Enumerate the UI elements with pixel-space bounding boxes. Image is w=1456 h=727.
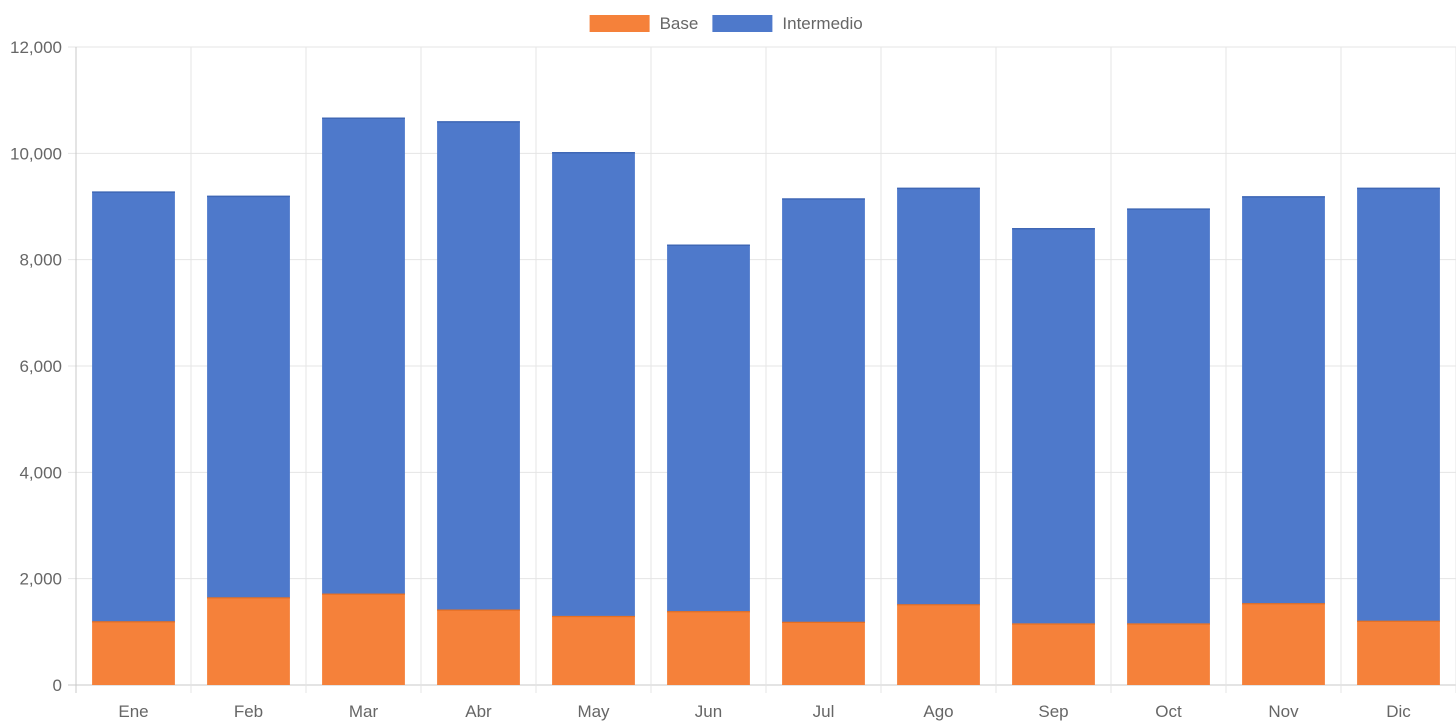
- x-tick-label: Jul: [813, 702, 835, 721]
- bar-base-jul[interactable]: [782, 621, 865, 685]
- legend-swatch-base[interactable]: [589, 15, 650, 32]
- legend-label-intermedio[interactable]: Intermedio: [782, 14, 862, 33]
- bar-base-abr[interactable]: [437, 609, 520, 685]
- bar-base-nov[interactable]: [1242, 603, 1325, 685]
- y-tick-label: 4,000: [19, 463, 62, 482]
- bar-intermedio-dic[interactable]: [1357, 187, 1440, 621]
- bar-intermedio-may[interactable]: [552, 152, 635, 616]
- bar-base-mar[interactable]: [322, 593, 405, 685]
- x-tick-label: Nov: [1268, 702, 1299, 721]
- x-tick-label: Oct: [1155, 702, 1182, 721]
- x-tick-label: May: [577, 702, 610, 721]
- bar-intermedio-nov[interactable]: [1242, 196, 1325, 604]
- x-tick-label: Mar: [349, 702, 379, 721]
- y-tick-label: 6,000: [19, 357, 62, 376]
- bar-base-feb[interactable]: [207, 597, 290, 685]
- bar-intermedio-ago[interactable]: [897, 187, 980, 605]
- axes: 0 2,000 4,000 6,000 8,000 10,000 12,000 Ene Feb M…: [10, 38, 1411, 721]
- x-tick-label: Ago: [923, 702, 953, 721]
- bar-intermedio-sep[interactable]: [1012, 228, 1095, 624]
- y-tick-label: 8,000: [19, 251, 62, 270]
- bar-intermedio-ene[interactable]: [92, 191, 175, 622]
- y-tick-label: 2,000: [19, 570, 62, 589]
- bar-base-dic[interactable]: [1357, 620, 1440, 685]
- legend: Base Intermedio: [589, 14, 863, 33]
- bar-intermedio-mar[interactable]: [322, 117, 405, 594]
- x-tick-label: Dic: [1386, 702, 1411, 721]
- x-tick-label: Ene: [118, 702, 148, 721]
- bars: [92, 117, 1440, 685]
- x-tick-label: Jun: [695, 702, 722, 721]
- bar-intermedio-oct[interactable]: [1127, 208, 1210, 624]
- bar-base-sep[interactable]: [1012, 623, 1095, 685]
- legend-label-base[interactable]: Base: [660, 14, 699, 33]
- bar-base-jun[interactable]: [667, 611, 750, 685]
- bar-base-oct[interactable]: [1127, 623, 1210, 685]
- bar-base-ene[interactable]: [92, 621, 175, 685]
- bar-intermedio-jun[interactable]: [667, 244, 750, 612]
- bar-intermedio-abr[interactable]: [437, 121, 520, 610]
- y-tick-label: 0: [53, 676, 62, 695]
- bar-intermedio-jul[interactable]: [782, 198, 865, 622]
- bar-intermedio-feb[interactable]: [207, 195, 290, 598]
- x-tick-label: Feb: [234, 702, 263, 721]
- grid-lines: [68, 46, 1456, 693]
- bar-base-may[interactable]: [552, 615, 635, 685]
- x-tick-label: Sep: [1038, 702, 1068, 721]
- y-tick-label: 12,000: [10, 38, 62, 57]
- y-tick-label: 10,000: [10, 144, 62, 163]
- legend-swatch-intermedio[interactable]: [712, 15, 773, 32]
- bar-base-ago[interactable]: [897, 604, 980, 685]
- x-tick-label: Abr: [465, 702, 492, 721]
